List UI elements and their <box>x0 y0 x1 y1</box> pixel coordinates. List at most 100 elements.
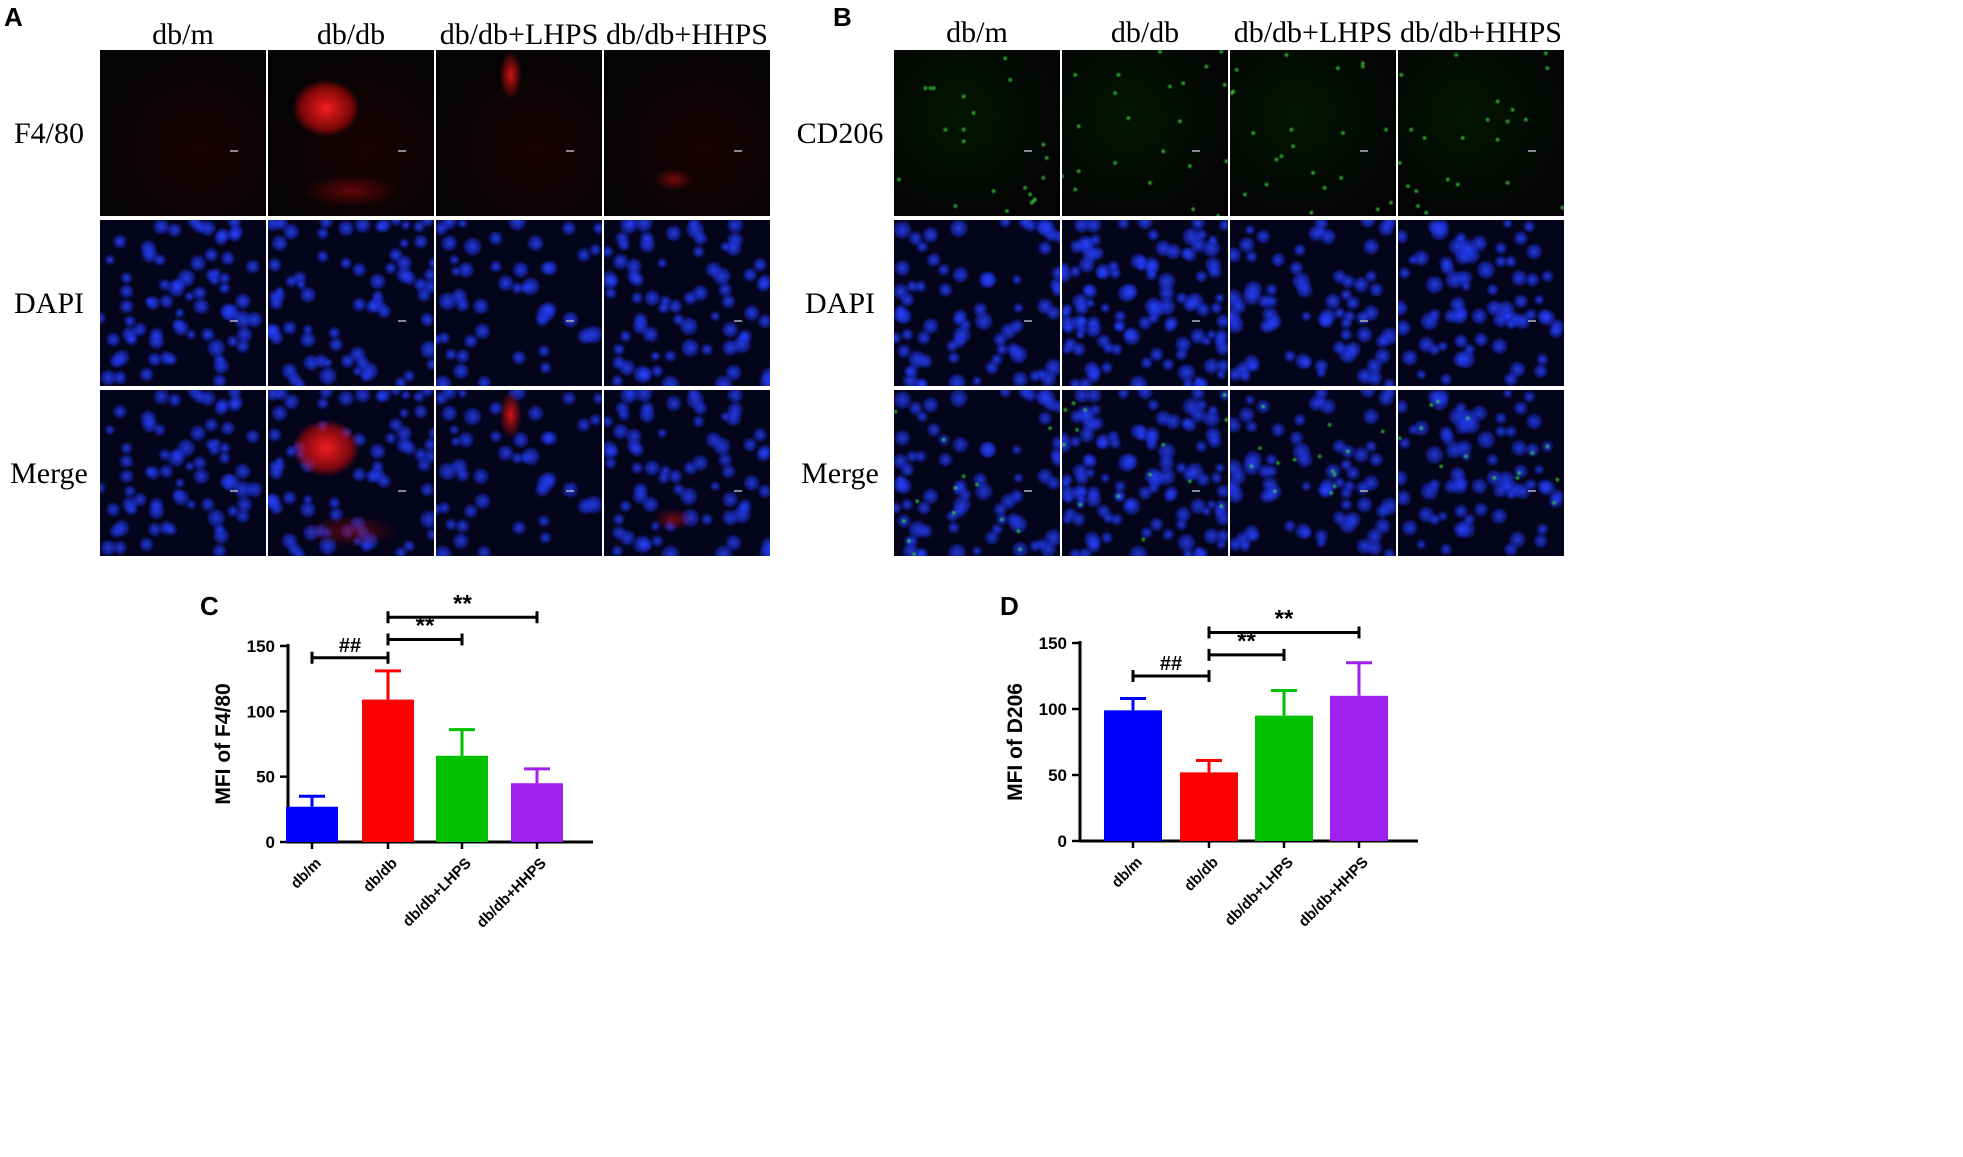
gridB-image-r2-c1 <box>894 220 1060 386</box>
x-tick-label: db/db <box>360 855 401 896</box>
gridA-image-r1-c1 <box>100 50 266 216</box>
gridB-image-r2-c4 <box>1398 220 1564 386</box>
panel-a-col-label-2: db/db <box>316 18 386 51</box>
bar-db-db <box>362 699 414 842</box>
scale-bar <box>1528 490 1536 492</box>
x-tick-label: db/db+LHPS <box>1221 854 1296 929</box>
gridA-image-r2-c4 <box>604 220 770 386</box>
x-tick-label: db/db <box>1181 854 1222 895</box>
gridB-image-r1-c3 <box>1230 50 1396 216</box>
y-tick-label: 100 <box>247 702 275 721</box>
panel-letter-a: A <box>4 2 23 32</box>
scale-bar <box>1528 150 1536 152</box>
gridB-image-r3-c4 <box>1398 390 1564 556</box>
scale-bar <box>734 150 742 152</box>
significance-label: ## <box>1160 653 1182 675</box>
bar-db-db-lhps <box>436 755 488 842</box>
scale-bar <box>1024 150 1032 152</box>
panel-a-row-label-dapi: DAPI <box>13 287 84 320</box>
gridA-image-r3-c1 <box>100 390 266 556</box>
gridA-image-r1-c4 <box>604 50 770 216</box>
y-tick-label: 0 <box>266 833 275 852</box>
gridA-image-r2-c1 <box>100 220 266 386</box>
x-tick-label: db/db+HHPS <box>1295 854 1372 931</box>
gridB-image-r3-c2 <box>1062 390 1228 556</box>
scale-bar <box>1360 320 1368 322</box>
y-tick-label: 50 <box>256 768 275 787</box>
scale-bar <box>398 320 406 322</box>
scale-bar <box>398 150 406 152</box>
bar-db-db <box>1180 772 1238 841</box>
panel-b-row-label-cd206: CD206 <box>796 117 884 150</box>
significance-label: ** <box>1275 605 1294 632</box>
scale-bar <box>1192 150 1200 152</box>
chart-c-mfi-f480: C 0 50 100 150 MFI of F4/80 db/m db/dbdb/db+LHP… <box>200 590 593 932</box>
panel-b-row-label-merge: Merge <box>801 457 879 490</box>
gridB-image-r2-c3 <box>1230 220 1396 386</box>
scale-bar <box>1528 320 1536 322</box>
panel-a-row-label-merge: Merge <box>10 457 88 490</box>
panel-letter: C <box>200 591 219 621</box>
x-tick-label: db/m <box>1108 854 1145 891</box>
scale-bar <box>734 320 742 322</box>
gridB-image-r1-c4 <box>1398 50 1564 216</box>
significance-label: ## <box>339 635 361 657</box>
panel-letter-b: B <box>833 2 852 32</box>
panel-a-col-label-4: db/db+HHPS <box>606 18 768 51</box>
scale-bar <box>230 490 238 492</box>
scale-bar <box>230 320 238 322</box>
gridB-image-r3-c1 <box>894 390 1060 556</box>
significance-label: ** <box>453 590 472 617</box>
scale-bar <box>566 150 574 152</box>
scale-bar <box>1192 490 1200 492</box>
gridA-image-r1-c3 <box>436 50 602 216</box>
chart-d-mfi-d206: D 0 50 100 150 MFI of D206 db/m db/db db/db+LHPS… <box>1000 591 1418 931</box>
panel-b-col-label-4: db/db+HHPS <box>1400 16 1562 49</box>
bar-db-db-hhps <box>1330 695 1388 841</box>
y-axis-label: MFI of D206 <box>1004 683 1027 801</box>
scale-bar <box>566 490 574 492</box>
y-tick-label: 150 <box>247 637 275 656</box>
significance-label: ** <box>416 612 435 639</box>
panel-b-col-label-1: db/m <box>946 16 1008 49</box>
panel-letter: D <box>1000 591 1019 621</box>
panel-b-col-label-3: db/db+LHPS <box>1233 16 1393 49</box>
significance-label: ** <box>1237 628 1256 655</box>
gridB-image-r3-c3 <box>1230 390 1396 556</box>
y-tick-label: 0 <box>1058 832 1067 851</box>
bar-db-m <box>286 806 338 842</box>
scale-bar <box>1192 320 1200 322</box>
scale-bar <box>1360 490 1368 492</box>
gridB-image-r1-c2 <box>1062 50 1228 216</box>
panel-b-col-label-2: db/db <box>1110 16 1180 49</box>
bar-db-db-lhps <box>1255 715 1313 841</box>
bar-db-db-hhps <box>511 783 563 842</box>
gridA-image-r3-c3 <box>436 390 602 556</box>
gridA-image-r2-c3 <box>436 220 602 386</box>
gridA-image-r3-c4 <box>604 390 770 556</box>
gridA-image-r3-c2 <box>268 390 434 556</box>
x-tick-label: db/m <box>287 855 324 892</box>
panel-b-row-label-dapi: DAPI <box>804 287 875 320</box>
y-tick-label: 150 <box>1039 634 1067 653</box>
y-axis-label: MFI of F4/80 <box>212 683 235 804</box>
scale-bar <box>1024 320 1032 322</box>
y-tick-label: 100 <box>1039 700 1067 719</box>
gridB-image-r2-c2 <box>1062 220 1228 386</box>
scale-bar <box>1360 150 1368 152</box>
bar-db-m <box>1104 710 1162 841</box>
scale-bar <box>1024 490 1032 492</box>
scale-bar <box>566 320 574 322</box>
scale-bar <box>230 150 238 152</box>
y-tick-label: 50 <box>1048 766 1067 785</box>
gridB-image-r1-c1 <box>894 50 1060 216</box>
scale-bar <box>398 490 406 492</box>
x-tick-label: db/db+LHPS <box>399 855 474 930</box>
panel-a-col-label-1: db/m <box>152 18 214 51</box>
x-tick-label: db/db+HHPS <box>473 855 550 932</box>
gridA-image-r2-c2 <box>268 220 434 386</box>
panel-a-col-label-3: db/db+LHPS <box>439 18 599 51</box>
gridA-image-r1-c2 <box>268 50 434 216</box>
scale-bar <box>734 490 742 492</box>
panel-a-row-label-f480: F4/80 <box>13 117 85 150</box>
